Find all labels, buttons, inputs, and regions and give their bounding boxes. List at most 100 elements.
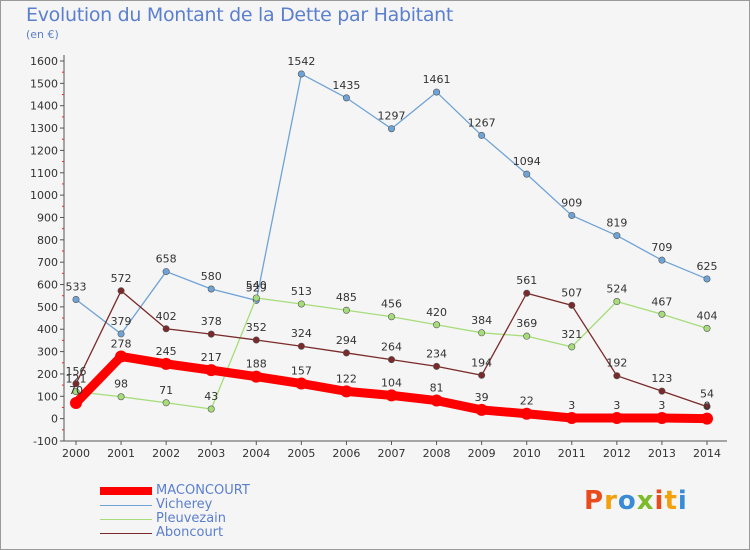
x-tick-label: 2000 — [62, 447, 90, 460]
data-label: 625 — [697, 260, 718, 273]
series-point — [523, 289, 531, 297]
data-label: 278 — [111, 338, 132, 351]
y-tick-label: 1500 — [30, 77, 58, 90]
data-label: 1542 — [287, 55, 315, 68]
y-tick-label: 100 — [37, 390, 58, 403]
plot-area — [64, 55, 737, 441]
data-label: 404 — [697, 309, 718, 322]
data-label: 39 — [475, 391, 489, 404]
data-label: 540 — [246, 279, 267, 292]
data-label: 321 — [561, 328, 582, 341]
data-label: 379 — [111, 315, 132, 328]
legend-label: Vicherey — [156, 497, 213, 512]
data-label: 352 — [246, 321, 267, 334]
data-label: 98 — [114, 378, 128, 391]
x-tick-label: 2011 — [558, 447, 586, 460]
data-label: 234 — [426, 347, 447, 360]
series-point — [478, 131, 486, 139]
legend-item: Aboncourt — [100, 526, 250, 540]
series-point — [433, 362, 441, 370]
y-tick-label: 600 — [37, 279, 58, 292]
series-point — [430, 394, 443, 407]
x-tick-label: 2012 — [603, 447, 631, 460]
data-label: 324 — [291, 327, 312, 340]
y-tick-label: 300 — [37, 346, 58, 359]
data-label: 70 — [69, 384, 83, 397]
data-label: 561 — [516, 274, 537, 287]
x-tick-label: 2001 — [107, 447, 135, 460]
legend-item: Pleuvezain — [100, 512, 250, 526]
x-tick-label: 2009 — [468, 447, 496, 460]
legend-item: Vicherey — [100, 498, 250, 512]
data-label: 123 — [651, 372, 672, 385]
x-tick-label: 2010 — [513, 447, 541, 460]
data-label: 3 — [568, 399, 575, 412]
series-point — [475, 403, 488, 416]
data-label: 658 — [156, 253, 177, 266]
y-tick-label: 1200 — [30, 144, 58, 157]
data-label: 245 — [156, 345, 177, 358]
data-label: 420 — [426, 306, 447, 319]
chart-legend: MACONCOURT Vicherey Pleuvezain Aboncourt — [100, 484, 250, 540]
logo-letter: P — [584, 486, 605, 516]
x-tick-label: 2006 — [332, 447, 360, 460]
data-label: 1435 — [332, 79, 360, 92]
y-tick-label: 1400 — [30, 100, 58, 113]
x-tick-label: 2014 — [693, 447, 721, 460]
series-point — [117, 330, 125, 338]
data-label: 122 — [336, 372, 357, 385]
series-point — [523, 332, 531, 340]
data-label: 529 — [246, 281, 267, 294]
series-point — [387, 313, 395, 321]
series-point — [295, 377, 308, 390]
y-tick-label: 1100 — [30, 167, 58, 180]
series-point — [162, 268, 170, 276]
chart-unit-label: (en €) — [26, 28, 59, 41]
x-tick-label: 2005 — [287, 447, 315, 460]
data-label: 909 — [561, 196, 582, 209]
data-label: 192 — [606, 357, 627, 370]
data-label: 513 — [291, 285, 312, 298]
series-point — [385, 389, 398, 402]
legend-swatch — [100, 518, 152, 520]
data-label: 156 — [66, 365, 87, 378]
series-point — [72, 296, 80, 304]
series-point — [297, 342, 305, 350]
legend-label: MACONCOURT — [156, 483, 250, 498]
series-point — [568, 211, 576, 219]
series-point — [568, 301, 576, 309]
y-tick-label: 1300 — [30, 122, 58, 135]
data-label: 264 — [381, 341, 402, 354]
data-label: 1267 — [468, 116, 496, 129]
data-label: 1094 — [513, 155, 541, 168]
data-label: 1297 — [378, 110, 406, 123]
series-point — [160, 357, 173, 370]
data-label: 71 — [159, 384, 173, 397]
data-label: 709 — [651, 241, 672, 254]
y-tick-label: 1600 — [30, 55, 58, 68]
legend-label: Aboncourt — [156, 525, 224, 540]
data-label: 402 — [156, 310, 177, 323]
logo-letter: i — [654, 486, 665, 516]
data-label: 217 — [201, 351, 222, 364]
legend-swatch — [100, 504, 152, 506]
data-label: 194 — [471, 356, 492, 369]
data-label: 485 — [336, 291, 357, 304]
data-label: 3 — [613, 399, 620, 412]
series-point — [297, 300, 305, 308]
series-point — [207, 405, 215, 413]
series-point — [70, 397, 82, 409]
chart-title: Evolution du Montant de la Dette par Hab… — [26, 4, 454, 26]
series-point — [117, 393, 125, 401]
series-point — [162, 325, 170, 333]
y-tick-label: -100 — [33, 435, 58, 448]
series-point — [520, 407, 533, 420]
series-point — [252, 336, 260, 344]
series-point — [655, 411, 668, 424]
data-label: 384 — [471, 314, 492, 327]
data-label: 294 — [336, 334, 357, 347]
logo-letter: r — [604, 486, 618, 516]
series-point — [342, 349, 350, 357]
series-point — [703, 275, 711, 283]
